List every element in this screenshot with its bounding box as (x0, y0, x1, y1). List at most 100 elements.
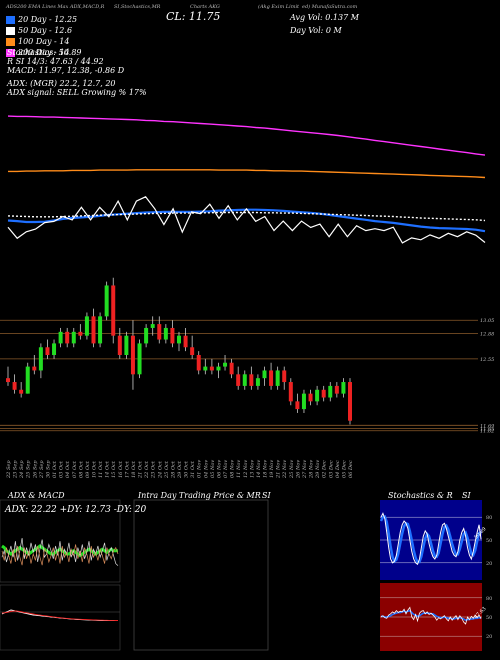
date-tick-label: 29 Nov (315, 460, 321, 479)
stoch-panel-title-b: SI (462, 491, 471, 500)
legend-swatch (6, 37, 15, 46)
date-tick-label: 26 Nov (295, 460, 301, 479)
legend-label: 100 Day - 14 (18, 37, 70, 46)
header-title: ADS200 EMA Lines Max ADX,MACD,R (6, 4, 105, 10)
header-title-e: ed) MunafaSutra.com (302, 4, 358, 10)
close-price-line (7, 196, 486, 244)
candle-body (203, 366, 208, 371)
date-tick-label: 31 Oct (190, 460, 196, 478)
candle-body (6, 378, 10, 383)
stoch-panel-title: Stochastics & R (388, 491, 453, 500)
candle-body (91, 316, 96, 344)
plus-di-line (1, 537, 119, 566)
candle-body (334, 385, 339, 394)
candle-body (12, 382, 17, 390)
candle-body (301, 393, 306, 410)
date-tick-label: 26 Sep (32, 460, 38, 479)
candle-body (348, 382, 352, 421)
date-tick-label: 06 Nov (216, 460, 222, 478)
candle-body (58, 331, 63, 344)
legend-item: 100 Day - 14 (6, 36, 77, 47)
candle-body (229, 362, 234, 375)
minus-di-line (1, 544, 119, 566)
candle-body (255, 378, 260, 386)
legend-swatch (6, 15, 15, 24)
ma-line-200-day (7, 115, 486, 156)
date-tick-label: 24 Oct (157, 460, 163, 479)
candle-body (190, 347, 195, 355)
legend-label: 20 Day - 12.25 (18, 15, 78, 24)
date-tick-label: 27 Nov (302, 460, 308, 479)
avg-volume: Avg Vol: 0.137 M (290, 13, 359, 22)
date-tick-label: 04 Nov (203, 460, 209, 478)
date-tick-label: 04 Dec (335, 460, 341, 478)
candle-body (19, 389, 24, 394)
candle-body (249, 374, 254, 386)
candle-body (209, 366, 214, 371)
stoch-d-line (379, 514, 482, 564)
adx-line (1, 544, 118, 558)
candle-body (124, 335, 129, 355)
candle-body (236, 374, 241, 386)
mrsi-panel-frame (133, 499, 269, 651)
candle-body (38, 347, 43, 371)
candle-body (157, 324, 162, 340)
price-level-label: 11.65 (480, 426, 494, 432)
candle-body (45, 347, 50, 355)
rsi-tick-label: 50 (486, 615, 492, 621)
date-tick-label: 03 Dec (328, 460, 334, 478)
adx-readout: ADX: (MGR) 22.2, 12.7, 20 (7, 79, 116, 88)
close-price: CL: 11.75 (166, 10, 221, 23)
date-tick-label: 11 Oct (98, 460, 104, 478)
candle-body (282, 370, 287, 383)
price-level-label: 13.05 (480, 318, 494, 324)
candle-body (308, 393, 313, 402)
candle-body (117, 335, 122, 355)
legend-swatch (6, 26, 15, 35)
date-tick-label: 28 Oct (170, 460, 176, 479)
date-tick-label: 29 Oct (177, 460, 183, 479)
day-volume: Day Vol: 0 M (290, 26, 342, 35)
mrsi-panel-title-b: SI (262, 491, 271, 500)
date-tick-label: 17 Oct (124, 460, 130, 478)
candle-body (78, 331, 83, 336)
candle-body (32, 366, 37, 371)
candle-body (216, 366, 221, 371)
date-tick-label: 08 Oct (78, 460, 84, 478)
price-level-label: 11.69 (480, 423, 495, 429)
date-tick-label: 10 Oct (92, 460, 98, 478)
candle-body (321, 389, 326, 398)
date-tick-label: 30 Oct (184, 460, 190, 478)
legend-item: 20 Day - 12.25 (6, 14, 77, 25)
date-tick-label: 12 Nov (243, 460, 249, 478)
candle-body (111, 285, 116, 336)
candle-body (295, 401, 300, 410)
date-tick-label: 25 Sep (26, 460, 32, 479)
macd-signal-line (1, 610, 118, 621)
candle-body (144, 327, 149, 344)
date-tick-label: 25 Nov (289, 460, 295, 479)
header-title-d: (Akg Exim Limit (258, 4, 300, 10)
date-tick-label: 07 Oct (72, 460, 78, 478)
date-tick-label: 09 Oct (85, 460, 91, 478)
date-tick-label: 13 Nov (249, 460, 255, 478)
ma-line-100-day (8, 169, 486, 179)
header-title-b: SI,Stochastics,MR (114, 4, 161, 10)
legend-swatch (6, 48, 15, 57)
stochastics-readout: Stochastics: 50.89 (7, 48, 82, 57)
date-tick-label: 07 Nov (223, 460, 229, 478)
stoch-tick-label: 80 (486, 515, 492, 521)
candle-body (65, 331, 70, 344)
candle-body (223, 362, 228, 367)
date-tick-label: 25 Oct (164, 460, 170, 479)
candle-body (104, 285, 109, 317)
candle-body (52, 343, 57, 355)
mrsi-panel-title: Intra Day Trading Price & MR (138, 491, 261, 500)
candle-body (269, 370, 274, 386)
date-tick-label: 01 Nov (197, 460, 203, 478)
date-tick-label: 15 Oct (111, 460, 117, 478)
date-tick-label: 30 Sep (45, 460, 51, 478)
date-tick-label: 19 Nov (269, 460, 275, 478)
header-title-c: Charts AKG (190, 4, 220, 10)
